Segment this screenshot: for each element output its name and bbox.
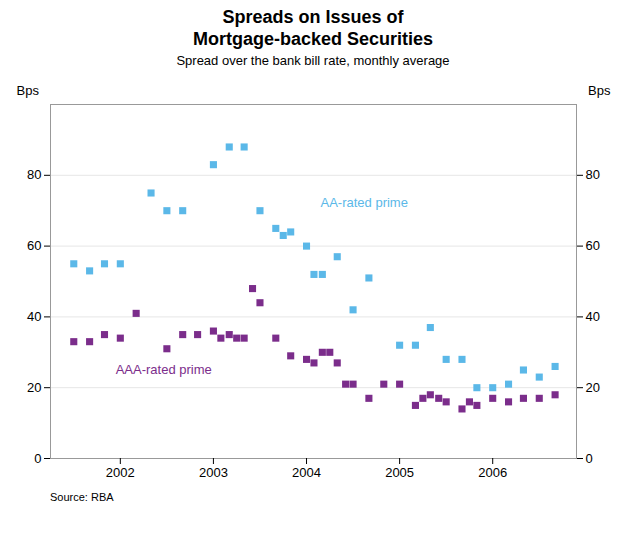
- svg-text:AA-rated prime: AA-rated prime: [320, 195, 407, 210]
- svg-text:40: 40: [586, 309, 600, 324]
- html-text:Spread over the bank bill rate: Spread over the bank bill rate, monthly …: [176, 53, 450, 68]
- svg-text:60: 60: [27, 238, 41, 253]
- svg-text:40: 40: [27, 309, 41, 324]
- svg-text:0: 0: [34, 451, 41, 466]
- svg-text:0: 0: [586, 451, 593, 466]
- svg-text:20: 20: [586, 380, 600, 395]
- svg-text:20: 20: [27, 380, 41, 395]
- svg-text:80: 80: [586, 167, 600, 182]
- svg-text:2004: 2004: [292, 465, 321, 480]
- svg-text:2003: 2003: [199, 465, 228, 480]
- html-text:Spreads on Issues of: Spreads on Issues of: [222, 7, 404, 27]
- svg-text:Bps: Bps: [17, 83, 40, 98]
- svg-text:AAA-rated prime: AAA-rated prime: [116, 362, 212, 377]
- svg-text:2002: 2002: [106, 465, 135, 480]
- svg-text:2005: 2005: [385, 465, 414, 480]
- svg-text:Bps: Bps: [588, 83, 611, 98]
- html-text:Source: RBA: Source: RBA: [50, 491, 114, 503]
- svg-text:80: 80: [27, 167, 41, 182]
- svg-text:60: 60: [586, 238, 600, 253]
- svg-text:2006: 2006: [478, 465, 507, 480]
- html-text:Mortgage-backed Securities: Mortgage-backed Securities: [193, 29, 433, 49]
